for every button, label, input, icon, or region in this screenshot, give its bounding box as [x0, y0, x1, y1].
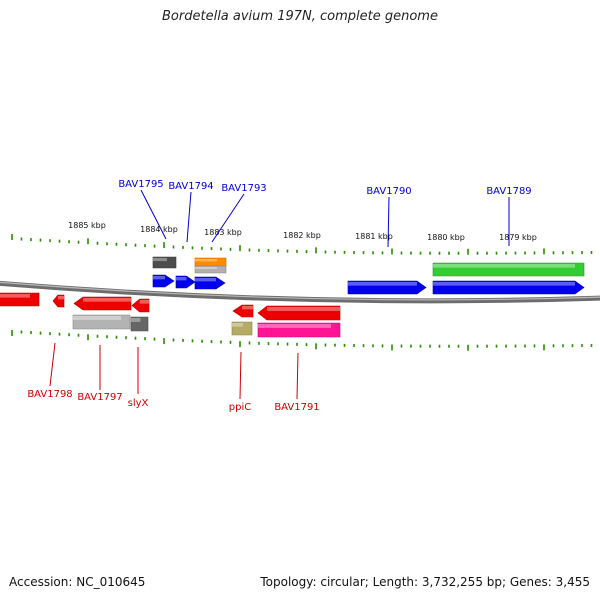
gene-label: BAV1797	[77, 392, 122, 403]
scale-label: 1883 kbp	[204, 228, 242, 237]
gene-label: slyX	[128, 398, 149, 409]
gene-feature-highlight	[139, 300, 149, 304]
gene-leader-line	[186, 191, 192, 243]
scale-label: 1879 kbp	[499, 233, 537, 242]
map-title: Bordetella avium 197N, complete genome	[162, 9, 438, 24]
gene-label: BAV1789	[486, 186, 531, 197]
gene-label: BAV1795	[118, 179, 163, 190]
gene-feature-highlight	[0, 294, 30, 298]
scale-label: 1881 kbp	[355, 232, 393, 241]
gene-leader-line	[140, 189, 167, 240]
gene-feature-highlight	[267, 307, 340, 311]
gene-feature-highlight	[258, 324, 331, 328]
scale-label: 1880 kbp	[427, 233, 465, 242]
accession-text: Accession: NC_010645	[9, 575, 146, 589]
gene-feature-highlight	[348, 282, 417, 286]
gene-leader-line	[239, 351, 242, 400]
gene-leader-line	[387, 196, 390, 248]
gene-feature-highlight	[73, 316, 121, 320]
gene-feature-highlight	[176, 277, 187, 281]
backbone-highlight	[0, 281, 600, 301]
gene-label: ppiC	[229, 402, 251, 413]
gene-feature-highlight	[232, 323, 243, 327]
gene-label: BAV1794	[168, 181, 213, 192]
gene-leader-line	[49, 342, 56, 387]
gene-feature-highlight	[153, 276, 165, 280]
scale-label: 1884 kbp	[140, 225, 178, 234]
gene-leader-line	[296, 352, 299, 400]
gene-label: BAV1793	[221, 183, 266, 194]
gene-leader-line	[211, 193, 245, 243]
genome-summary-text: Topology: circular; Length: 3,732,255 bp…	[260, 575, 590, 589]
scale-label: 1882 kbp	[283, 231, 321, 240]
gene-feature-highlight	[153, 258, 167, 262]
gene-feature-highlight	[433, 264, 575, 268]
gene-feature-highlight	[131, 318, 141, 322]
gene-feature-highlight	[195, 278, 216, 282]
backbone-line	[0, 280, 600, 304]
gene-label: BAV1798	[27, 389, 72, 400]
gene-feature-highlight	[433, 282, 575, 286]
gene-feature-highlight	[83, 298, 131, 302]
gene-feature-highlight	[195, 259, 217, 262]
scale-label: 1885 kbp	[68, 221, 106, 230]
gene-label: BAV1790	[366, 186, 411, 197]
gene-label: BAV1791	[274, 402, 319, 413]
gene-feature-highlight	[57, 296, 64, 300]
gene-feature-highlight	[195, 267, 217, 269]
gene-feature-highlight	[242, 306, 253, 310]
